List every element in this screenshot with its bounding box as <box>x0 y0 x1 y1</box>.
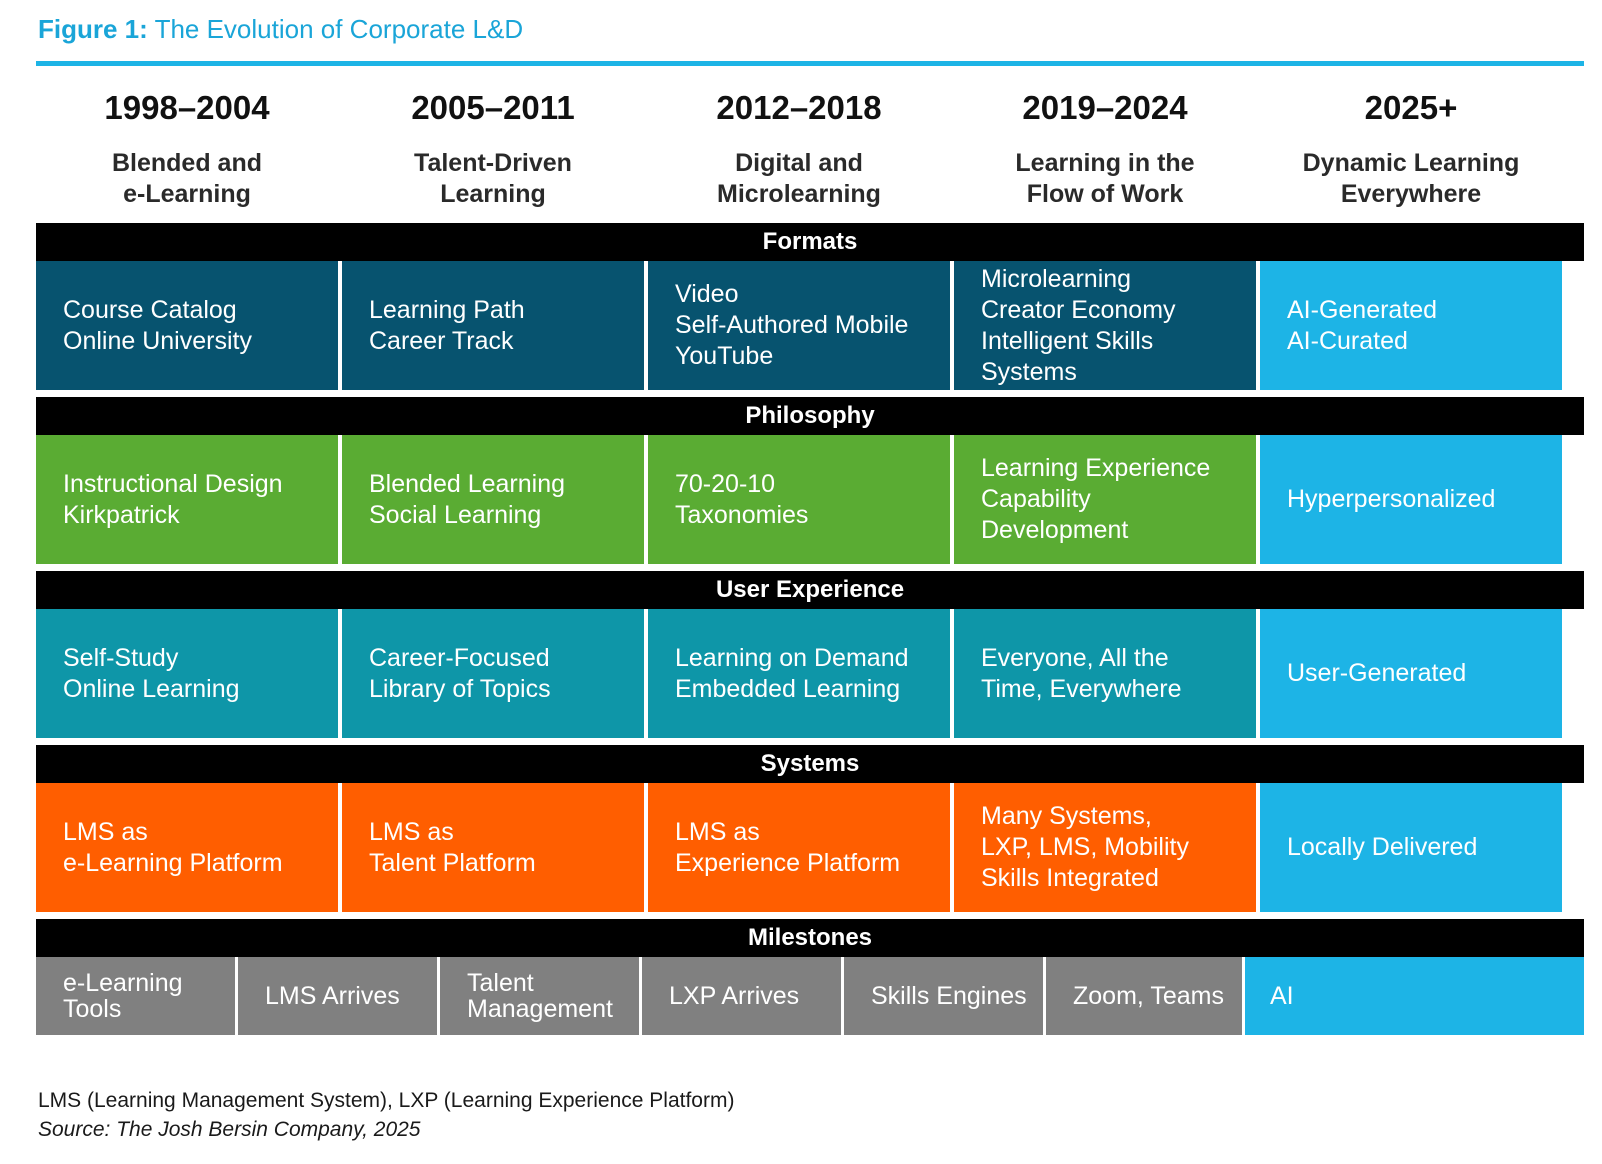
era-name: Dynamic Learning Everywhere <box>1302 149 1520 208</box>
figure-title: Figure 1: The Evolution of Corporate L&D <box>38 14 523 45</box>
formats-cell: Video Self-Authored Mobile YouTube <box>648 261 950 390</box>
milestone-cell: Talent Management <box>440 957 639 1035</box>
era-header: 1998–2004 Blended and e-Learning <box>33 86 341 210</box>
milestone-cell: AI <box>1245 957 1584 1035</box>
philosophy-cell: 70-20-10 Taxonomies <box>648 435 950 564</box>
title-rule <box>36 61 1584 66</box>
section-band-philosophy: Philosophy <box>36 397 1584 435</box>
formats-cell: AI-Generated AI-Curated <box>1260 261 1562 390</box>
era-header: 2019–2024 Learning in the Flow of Work <box>951 86 1259 210</box>
systems-cell: LMS as e-Learning Platform <box>36 783 338 912</box>
era-years: 2019–2024 <box>1022 89 1188 126</box>
user-experience-cell: Career-Focused Library of Topics <box>342 609 644 738</box>
era-name: Talent-Driven Learning <box>414 149 572 208</box>
philosophy-cell: Instructional Design Kirkpatrick <box>36 435 338 564</box>
era-name: Digital and Microlearning <box>717 149 881 208</box>
figure-label: Figure 1: <box>38 14 148 44</box>
figure-title-text: The Evolution of Corporate L&D <box>154 14 524 44</box>
footnote: LMS (Learning Management System), LXP (L… <box>38 1089 735 1112</box>
era-name: Blended and e-Learning <box>111 149 262 208</box>
milestone-cell: LXP Arrives <box>642 957 841 1035</box>
user-experience-cell: User-Generated <box>1260 609 1562 738</box>
formats-cell: Course Catalog Online University <box>36 261 338 390</box>
philosophy-cell: Blended Learning Social Learning <box>342 435 644 564</box>
milestone-cell: e-Learning Tools <box>36 957 235 1035</box>
systems-cell: Locally Delivered <box>1260 783 1562 912</box>
source-note: Source: The Josh Bersin Company, 2025 <box>38 1118 421 1141</box>
era-name: Learning in the Flow of Work <box>1015 149 1195 208</box>
era-years: 1998–2004 <box>104 89 270 126</box>
systems-cell: LMS as Talent Platform <box>342 783 644 912</box>
section-band-milestones: Milestones <box>36 919 1584 957</box>
era-header: 2005–2011 Talent-Driven Learning <box>339 86 647 210</box>
philosophy-cell: Hyperpersonalized <box>1260 435 1562 564</box>
section-band-formats: Formats <box>36 223 1584 261</box>
section-band-systems: Systems <box>36 745 1584 783</box>
milestone-cell: Skills Engines <box>844 957 1043 1035</box>
milestone-cell: LMS Arrives <box>238 957 437 1035</box>
systems-cell: LMS as Experience Platform <box>648 783 950 912</box>
era-years: 2012–2018 <box>716 89 882 126</box>
formats-cell: Learning Path Career Track <box>342 261 644 390</box>
milestone-cell: Zoom, Teams <box>1046 957 1242 1035</box>
user-experience-cell: Self-Study Online Learning <box>36 609 338 738</box>
systems-cell: Many Systems, LXP, LMS, Mobility Skills … <box>954 783 1256 912</box>
era-years: 2005–2011 <box>411 89 575 126</box>
section-band-user-experience: User Experience <box>36 571 1584 609</box>
era-years: 2025+ <box>1364 89 1458 126</box>
user-experience-cell: Everyone, All the Time, Everywhere <box>954 609 1256 738</box>
philosophy-cell: Learning Experience Capability Developme… <box>954 435 1256 564</box>
formats-cell: Microlearning Creator Economy Intelligen… <box>954 261 1256 390</box>
era-header: 2012–2018 Digital and Microlearning <box>645 86 953 210</box>
user-experience-cell: Learning on Demand Embedded Learning <box>648 609 950 738</box>
era-header: 2025+ Dynamic Learning Everywhere <box>1257 86 1565 210</box>
